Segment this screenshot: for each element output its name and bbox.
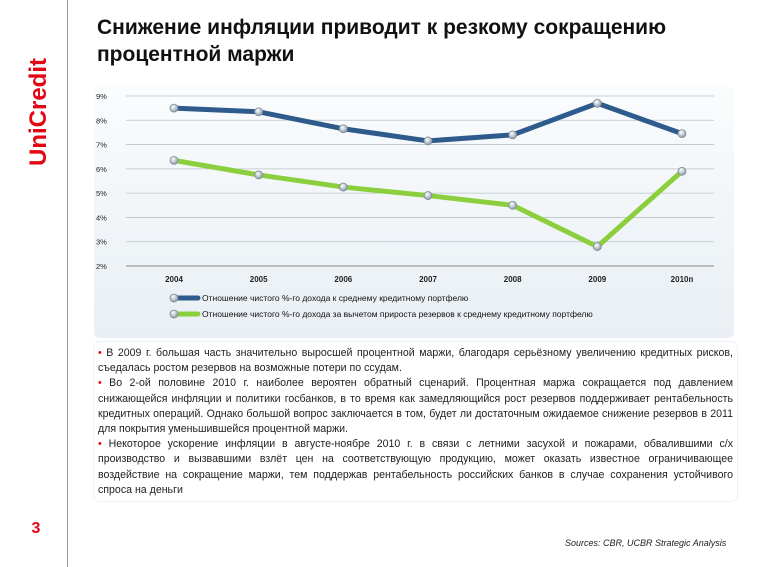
- commentary-paragraph: • Во 2-ой половине 2010 г. наиболее веро…: [98, 376, 733, 437]
- data-point: [254, 170, 264, 180]
- sidebar-divider: [67, 0, 68, 567]
- x-tick-label: 2009: [588, 275, 606, 284]
- sources-note: Sources: CBR, UCBR Strategic Analysis: [565, 538, 727, 548]
- unicredit-logo: UniCredit: [25, 58, 52, 166]
- bullet-icon: •: [98, 347, 102, 359]
- commentary-paragraph: • В 2009 г. большая часть значительно вы…: [98, 346, 733, 376]
- commentary-text-3: Некоторое ускорение инфляции в августе-н…: [98, 438, 733, 496]
- y-tick-label: 8%: [96, 116, 107, 125]
- bullet-icon: •: [98, 377, 102, 390]
- series-line-1: [171, 100, 685, 144]
- page-number: 3: [31, 520, 41, 537]
- y-tick-label: 2%: [96, 262, 107, 271]
- commentary-text-2: Во 2-ой половине 2010 г. наиболее вероят…: [98, 377, 733, 436]
- y-tick-label: 3%: [96, 238, 107, 247]
- data-point: [169, 155, 179, 165]
- sidebar: UniCredit 3: [0, 0, 68, 567]
- chart-panel: 2% 3% 4% 5% 6% 7% 8% 9% 2004 2005 2006 2007 2008 2009…: [94, 86, 734, 338]
- legend-marker: [169, 293, 179, 303]
- data-point: [254, 107, 264, 117]
- data-point: [508, 130, 518, 140]
- data-point: [677, 129, 687, 139]
- y-tick-label: 4%: [96, 213, 107, 222]
- legend-label: Отношение чистого %-го дохода к среднему…: [202, 293, 469, 303]
- x-tick-label: 2005: [250, 275, 268, 284]
- x-tick-label: 2007: [419, 275, 437, 284]
- y-tick-label: 9%: [96, 92, 107, 101]
- logo-wordmark: UniCredit: [25, 58, 52, 166]
- data-point: [677, 166, 687, 176]
- data-point: [423, 191, 433, 200]
- legend-marker: [169, 309, 179, 319]
- legend-label: Отношение чистого %-го дохода за вычетом…: [202, 309, 593, 319]
- x-tick-label: 2004: [165, 275, 183, 284]
- y-tick-label: 7%: [96, 141, 107, 150]
- bullet-icon: •: [98, 438, 102, 451]
- page-title: Снижение инфляции приводит к резкому сок…: [97, 16, 667, 66]
- commentary-text-1: В 2009 г. большая часть значительно выро…: [98, 347, 734, 375]
- data-point: [592, 98, 602, 108]
- data-point: [508, 200, 518, 210]
- x-tick-label: 2010п: [671, 275, 694, 284]
- x-tick-label: 2006: [334, 275, 352, 284]
- line-chart: 2% 3% 4% 5% 6% 7% 8% 9% 2004 2005 2006 2007 2008 2009…: [96, 92, 714, 319]
- commentary-box: • В 2009 г. большая часть значительно вы…: [94, 342, 737, 501]
- data-point: [338, 124, 348, 134]
- data-point: [169, 103, 179, 113]
- y-tick-label: 5%: [96, 189, 107, 198]
- data-point: [338, 182, 348, 192]
- commentary-paragraph: • Некоторое ускорение инфляции в августе…: [98, 437, 733, 498]
- data-point: [423, 136, 433, 146]
- series-line-2: [171, 157, 685, 250]
- y-tick-label: 6%: [96, 165, 107, 174]
- data-point: [592, 242, 602, 251]
- x-tick-label: 2008: [504, 275, 522, 284]
